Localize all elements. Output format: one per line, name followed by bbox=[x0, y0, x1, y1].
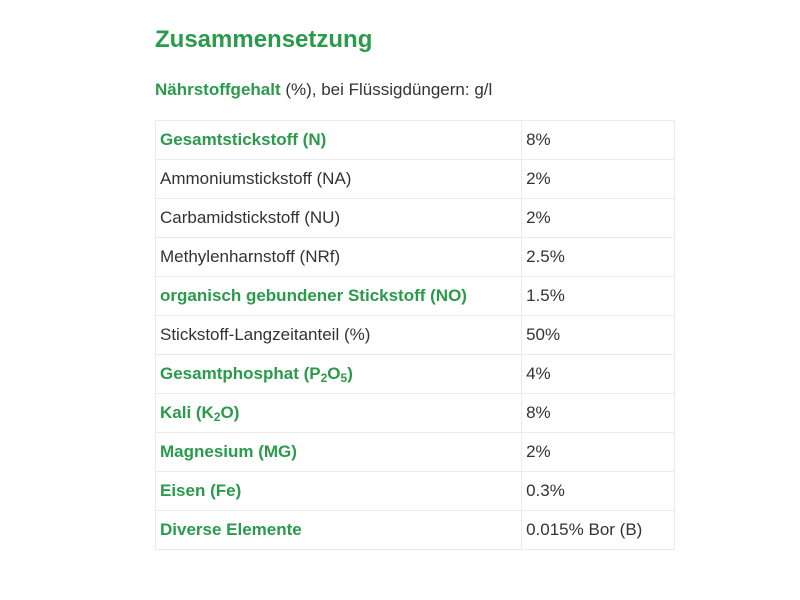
table-row: Gesamtstickstoff (N) 8% bbox=[154, 120, 675, 160]
nutrient-label: Kali (K2O) bbox=[154, 393, 523, 433]
nutrient-table: Gesamtstickstoff (N) 8% Ammoniumsticksto… bbox=[154, 120, 675, 550]
table-row: Diverse Elemente 0.015% Bor (B) bbox=[154, 510, 675, 550]
table-row: organisch gebundener Stickstoff (NO) 1.5… bbox=[154, 276, 675, 316]
nutrient-label: Magnesium (MG) bbox=[154, 432, 523, 472]
nutrient-value: 2.5% bbox=[521, 237, 675, 277]
label-text: Gesamtphosphat (P bbox=[160, 364, 321, 383]
table-row: Stickstoff-Langzeitanteil (%) 50% bbox=[154, 315, 675, 355]
nutrient-label: Ammoniumstickstoff (NA) bbox=[154, 159, 523, 199]
nutrient-value: 50% bbox=[521, 315, 675, 355]
nutrient-label: Eisen (Fe) bbox=[154, 471, 523, 511]
subtitle-rest: (%), bei Flüssigdüngern: g/l bbox=[280, 80, 493, 99]
subscript: 2 bbox=[213, 410, 221, 424]
nutrient-value: 0.3% bbox=[521, 471, 675, 511]
nutrient-value: 2% bbox=[521, 159, 675, 199]
nutrient-value: 0.015% Bor (B) bbox=[521, 510, 675, 550]
nutrient-value: 1.5% bbox=[521, 276, 675, 316]
section-heading: Zusammensetzung bbox=[155, 26, 373, 53]
label-text: Kali (K bbox=[160, 403, 214, 422]
composition-section: Zusammensetzung Nährstoffgehalt (%), bei… bbox=[154, 24, 675, 550]
nutrient-label: organisch gebundener Stickstoff (NO) bbox=[154, 276, 523, 316]
nutrient-label: Diverse Elemente bbox=[154, 510, 523, 550]
label-text: ) bbox=[347, 364, 353, 383]
table-row: Kali (K2O) 8% bbox=[154, 393, 675, 433]
table-row: Methylenharnstoff (NRf) 2.5% bbox=[154, 237, 675, 277]
table-row: Carbamidstickstoff (NU) 2% bbox=[154, 198, 675, 238]
nutrient-label: Methylenharnstoff (NRf) bbox=[154, 237, 523, 277]
nutrient-value: 8% bbox=[521, 120, 675, 160]
nutrient-value: 2% bbox=[521, 432, 675, 472]
label-text: O) bbox=[220, 403, 240, 422]
nutrient-label: Carbamidstickstoff (NU) bbox=[154, 198, 523, 238]
label-text: O bbox=[327, 364, 341, 383]
table-row: Gesamtphosphat (P2O5) 4% bbox=[154, 354, 675, 394]
nutrient-value: 2% bbox=[521, 198, 675, 238]
subscript: 5 bbox=[340, 371, 348, 385]
nutrient-label: Gesamtphosphat (P2O5) bbox=[154, 354, 523, 394]
nutrient-value: 8% bbox=[521, 393, 675, 433]
subscript: 2 bbox=[320, 371, 328, 385]
table-row: Magnesium (MG) 2% bbox=[154, 432, 675, 472]
nutrient-label: Gesamtstickstoff (N) bbox=[154, 120, 523, 160]
subtitle-strong: Nährstoffgehalt bbox=[155, 80, 281, 99]
table-row: Ammoniumstickstoff (NA) 2% bbox=[154, 159, 675, 199]
nutrient-subtitle: Nährstoffgehalt (%), bei Flüssigdüngern:… bbox=[155, 78, 675, 102]
table-row: Eisen (Fe) 0.3% bbox=[154, 471, 675, 511]
nutrient-label: Stickstoff-Langzeitanteil (%) bbox=[154, 315, 523, 355]
nutrient-value: 4% bbox=[521, 354, 675, 394]
